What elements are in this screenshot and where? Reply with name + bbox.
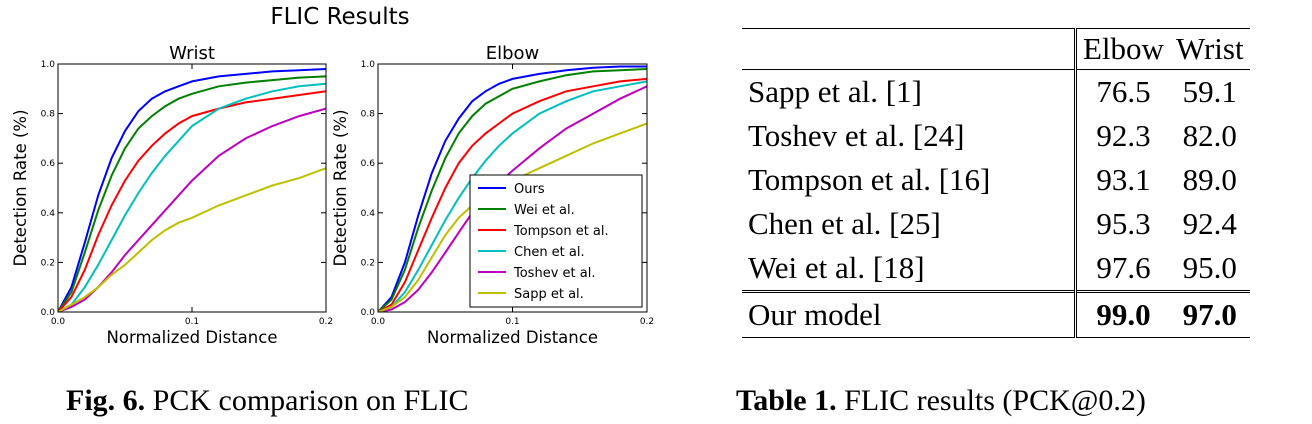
y-tick-label: 0.0 bbox=[41, 308, 56, 318]
y-axis-label: Detection Rate (%) bbox=[331, 109, 350, 266]
table-row: Chen et al. [25] 95.3 92.4 bbox=[742, 202, 1250, 246]
table-cell-method: Our model bbox=[742, 290, 1076, 338]
table-cell-method: Toshev et al. [24] bbox=[748, 118, 965, 153]
series-line-tompson-et-al bbox=[58, 90, 326, 312]
figure-caption-text: PCK comparison on FLIC bbox=[145, 384, 469, 417]
y-tick-label: 0.4 bbox=[41, 209, 56, 219]
table-cell-wrist: 92.4 bbox=[1182, 206, 1237, 241]
table-header-row: Elbow Wrist bbox=[742, 28, 1250, 70]
figure-caption-label: Fig. 6. bbox=[66, 384, 146, 417]
series-line-toshev-et-al bbox=[58, 107, 326, 312]
x-axis-label: Normalized Distance bbox=[427, 328, 598, 347]
table-cell-elbow: 92.3 bbox=[1073, 114, 1170, 158]
table-header-wrist: Wrist bbox=[1169, 28, 1250, 70]
table-cell-elbow: 76.5 bbox=[1073, 69, 1170, 114]
table-cell-wrist: 59.1 bbox=[1169, 69, 1250, 114]
figure-6: FLIC Results Wrist 0.0 0.2 0.4 0.6 0.8 1.0 0.0 0… bbox=[11, 4, 654, 418]
table-row: Wei et al. [18] 97.6 95.0 bbox=[742, 246, 1250, 292]
x-tick-label: 0.1 bbox=[185, 317, 199, 327]
series-line-chen-et-al bbox=[378, 80, 647, 312]
table-row: Sapp et al. [1] 76.5 59.1 bbox=[742, 69, 1250, 114]
table-cell-elbow: 97.6 bbox=[1073, 246, 1170, 292]
table-header-empty bbox=[742, 28, 1076, 70]
y-tick-label: 0.2 bbox=[361, 258, 375, 268]
x-tick-label: 0.2 bbox=[640, 317, 654, 327]
plot-frame bbox=[57, 63, 327, 313]
table-row: Toshev et al. [24] 92.3 82.0 bbox=[742, 114, 1250, 158]
results-table-container: Elbow Wrist Sapp et al. [1] 76.5 59.1 To… bbox=[742, 28, 1297, 338]
chart-title: Wrist bbox=[169, 43, 215, 64]
table-row: Tompson et al. [16] 93.1 89.0 bbox=[742, 158, 1250, 202]
y-tick-label: 0.6 bbox=[41, 159, 56, 169]
y-tick-label: 0.4 bbox=[361, 209, 376, 219]
y-tick-label: 1.0 bbox=[361, 60, 376, 70]
x-tick-label: 0.2 bbox=[319, 317, 333, 327]
figure-caption: Fig. 6. PCK comparison on FLIC bbox=[66, 384, 469, 418]
legend-label: Ours bbox=[514, 182, 545, 197]
table-caption-text: FLIC results (PCK@0.2) bbox=[836, 384, 1146, 417]
y-tick-label: 0.2 bbox=[41, 258, 55, 268]
y-tick-label: 1.0 bbox=[41, 60, 56, 70]
table-row-ours: Our model 99.0 97.0 bbox=[742, 290, 1250, 338]
x-tick-label: 0.0 bbox=[371, 317, 386, 327]
table-cell-method: Tompson et al. [16] bbox=[748, 162, 991, 197]
chart-wrist: Wrist 0.0 0.2 0.4 0.6 0.8 1.0 0.0 0.1 0.2 Normaliz… bbox=[11, 43, 333, 347]
y-tick-label: 0.8 bbox=[361, 110, 376, 120]
table-caption: Table 1. FLIC results (PCK@0.2) bbox=[736, 384, 1146, 418]
table-caption-label: Table 1. bbox=[736, 384, 837, 417]
series-line-chen-et-al bbox=[58, 82, 326, 312]
table-cell-wrist: 97.0 bbox=[1169, 290, 1250, 338]
x-tick-label: 0.0 bbox=[51, 317, 66, 327]
table-cell-wrist: 82.0 bbox=[1182, 118, 1237, 153]
table-header-elbow: Elbow bbox=[1073, 28, 1170, 70]
series-line-sapp-et-al bbox=[58, 167, 326, 312]
results-table: Elbow Wrist Sapp et al. [1] 76.5 59.1 To… bbox=[742, 28, 1250, 338]
figure-suptitle: FLIC Results bbox=[270, 4, 410, 30]
legend-label: Sapp et al. bbox=[514, 287, 584, 302]
table-cell-wrist: 95.0 bbox=[1182, 250, 1237, 285]
x-axis-label: Normalized Distance bbox=[107, 328, 278, 347]
legend-label: Wei et al. bbox=[514, 203, 575, 218]
y-tick-label: 0.0 bbox=[361, 308, 376, 318]
series-line-ours bbox=[58, 68, 326, 312]
table-cell-elbow: 93.1 bbox=[1073, 158, 1170, 202]
legend-label: Toshev et al. bbox=[513, 266, 595, 281]
y-tick-label: 0.8 bbox=[41, 110, 56, 120]
table-cell-method: Wei et al. [18] bbox=[748, 250, 925, 285]
legend-box bbox=[469, 174, 643, 308]
series-line-ours bbox=[378, 65, 647, 312]
table-cell-wrist: 89.0 bbox=[1182, 162, 1237, 197]
table-cell-elbow: 99.0 bbox=[1073, 290, 1170, 338]
legend-label: Chen et al. bbox=[514, 245, 585, 260]
series-line-wei-et-al bbox=[378, 68, 647, 312]
table-cell-elbow: 95.3 bbox=[1073, 202, 1170, 246]
legend-label: Tompson et al. bbox=[513, 224, 609, 239]
chart-elbow: Elbow 0.0 0.2 0.4 0.6 0.8 1.0 0.0 0.1 0.2 Normaliz… bbox=[331, 43, 654, 347]
series-line-wei-et-al bbox=[58, 75, 326, 312]
series-line-tompson-et-al bbox=[378, 77, 647, 312]
y-axis-label: Detection Rate (%) bbox=[11, 109, 30, 266]
x-tick-label: 0.1 bbox=[505, 317, 519, 327]
y-tick-label: 0.6 bbox=[361, 159, 376, 169]
chart-title: Elbow bbox=[486, 43, 540, 64]
table-cell-method: Chen et al. [25] bbox=[748, 206, 941, 241]
table-cell-method: Sapp et al. [1] bbox=[742, 69, 1076, 114]
